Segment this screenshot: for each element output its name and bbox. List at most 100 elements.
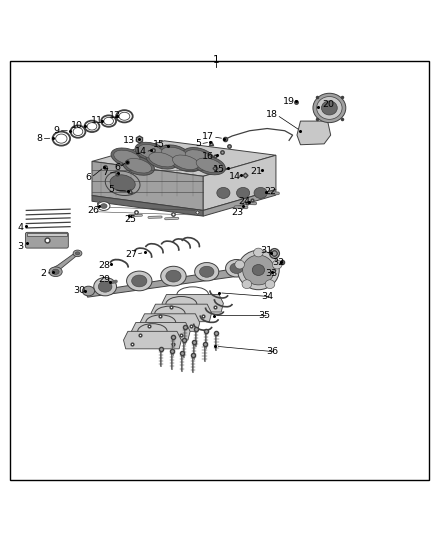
Text: 32: 32 [272,258,285,267]
Polygon shape [151,304,212,322]
Text: 11: 11 [91,116,103,125]
Ellipse shape [98,201,110,211]
Ellipse shape [162,147,188,161]
Ellipse shape [111,148,143,167]
Text: 10: 10 [71,122,83,131]
Ellipse shape [243,255,274,285]
Ellipse shape [194,263,219,281]
FancyBboxPatch shape [25,232,68,248]
Ellipse shape [138,144,164,159]
Ellipse shape [149,152,175,167]
Ellipse shape [313,93,346,123]
Text: 1: 1 [212,55,219,65]
Ellipse shape [170,153,202,172]
Ellipse shape [98,281,112,292]
Ellipse shape [196,158,223,173]
Text: 6: 6 [114,163,120,172]
Text: 28: 28 [98,261,110,270]
Text: 16: 16 [202,151,214,160]
Text: 20: 20 [322,100,334,109]
Text: 7: 7 [102,168,109,177]
Ellipse shape [73,250,82,257]
Text: 25: 25 [124,215,136,224]
Text: 36: 36 [266,348,278,357]
Text: 35: 35 [258,311,271,320]
Text: 3: 3 [18,243,24,251]
Ellipse shape [254,188,267,198]
Ellipse shape [321,101,337,115]
Text: 15: 15 [213,165,225,174]
Text: 14: 14 [135,147,147,156]
Ellipse shape [185,150,212,164]
Ellipse shape [49,267,62,277]
Text: 4: 4 [18,223,24,231]
Text: 29: 29 [98,275,110,284]
Text: 12: 12 [109,111,120,120]
Text: 21: 21 [251,166,262,175]
Ellipse shape [132,275,147,287]
Ellipse shape [182,148,215,166]
Ellipse shape [252,264,265,276]
Polygon shape [162,295,223,312]
Polygon shape [92,196,203,216]
Ellipse shape [125,158,152,173]
Text: 26: 26 [88,206,99,215]
Text: 33: 33 [265,269,277,278]
Polygon shape [50,252,78,273]
Polygon shape [86,265,255,297]
Polygon shape [92,161,203,211]
Ellipse shape [52,269,59,274]
Polygon shape [131,322,190,340]
Polygon shape [92,141,276,176]
Ellipse shape [75,252,80,255]
Ellipse shape [226,260,247,277]
Text: 2: 2 [40,269,46,278]
Polygon shape [203,155,276,211]
Text: 34: 34 [261,292,274,301]
Text: 22: 22 [265,187,276,196]
Ellipse shape [193,156,226,175]
Text: 5: 5 [109,185,115,195]
Bar [27,233,67,236]
Text: 9: 9 [53,126,60,135]
Ellipse shape [122,156,155,175]
Text: 15: 15 [152,140,164,149]
Text: 30: 30 [74,286,86,295]
Ellipse shape [166,270,181,282]
Ellipse shape [199,266,214,277]
Text: 23: 23 [231,208,244,217]
Polygon shape [203,189,276,216]
Ellipse shape [146,150,178,169]
Text: 31: 31 [261,246,273,255]
Ellipse shape [317,96,342,119]
Ellipse shape [173,155,199,169]
Ellipse shape [159,145,191,164]
Ellipse shape [105,171,140,196]
Polygon shape [124,332,181,349]
Ellipse shape [135,142,167,161]
Ellipse shape [217,188,230,198]
Ellipse shape [161,266,186,286]
Text: 19: 19 [283,97,294,106]
Ellipse shape [254,248,263,257]
Text: 6: 6 [86,173,92,182]
Ellipse shape [127,271,152,291]
Polygon shape [297,121,331,145]
Polygon shape [140,314,200,332]
Ellipse shape [100,204,107,208]
Ellipse shape [235,260,244,269]
Ellipse shape [94,278,117,296]
Text: 27: 27 [125,250,137,259]
Ellipse shape [230,263,243,273]
Ellipse shape [272,260,282,269]
Text: 24: 24 [238,197,250,206]
Text: 13: 13 [123,136,135,145]
Text: 8: 8 [36,134,42,143]
Ellipse shape [242,280,252,288]
Ellipse shape [237,251,279,290]
Text: 18: 18 [266,110,278,119]
Text: 14: 14 [229,172,240,181]
Ellipse shape [82,286,95,296]
Text: 17: 17 [202,132,214,141]
Ellipse shape [110,175,135,192]
